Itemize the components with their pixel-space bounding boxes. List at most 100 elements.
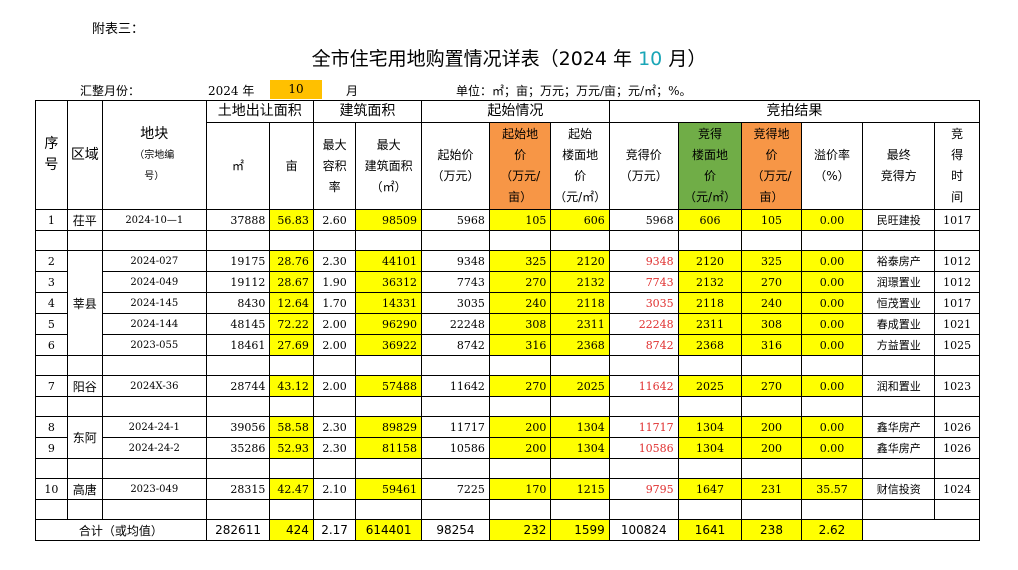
premium-cell: 0.00	[800, 271, 864, 293]
start-cell: 7743	[421, 271, 490, 293]
sqm-cell: 19175	[205, 250, 271, 272]
build-cell: 98509	[355, 209, 423, 231]
seq-cell: 5	[35, 313, 68, 335]
total-build: 614401	[355, 519, 423, 541]
time-cell: 1021	[934, 313, 980, 335]
empty-cell	[35, 396, 68, 417]
empty-cell	[269, 355, 314, 376]
empty-cell	[66, 458, 103, 479]
build-cell: 81158	[355, 437, 423, 459]
seq-cell: 8	[35, 416, 68, 438]
empty-cell	[862, 519, 980, 541]
empty-cell	[677, 458, 743, 479]
win-land-cell: 105	[741, 209, 802, 231]
start-cell: 9348	[421, 250, 490, 272]
time-cell: 1025	[934, 334, 980, 356]
empty-cell	[205, 396, 271, 417]
time-cell: 1012	[934, 271, 980, 293]
start-floor-cell: 2311	[550, 313, 610, 335]
empty-cell	[66, 396, 103, 417]
header-time: 竞得时间	[934, 122, 980, 210]
win-cell: 9348	[608, 250, 679, 272]
far-cell: 2.60	[312, 209, 357, 231]
empty-cell	[677, 355, 743, 376]
parcel-code-cell: 2023-049	[101, 478, 207, 500]
empty-cell	[934, 230, 980, 251]
sqm-cell: 39056	[205, 416, 271, 438]
empty-cell	[741, 396, 802, 417]
win-land-cell: 270	[741, 271, 802, 293]
empty-cell	[205, 230, 271, 251]
spacer-row	[35, 499, 980, 520]
winner-cell: 鑫华房产	[862, 416, 936, 438]
header-win-floor-price: 竞得 楼面地价（元/㎡）	[677, 122, 743, 210]
spacer-row	[35, 396, 980, 417]
header-start-price: 起始价 （万元）	[421, 122, 490, 210]
win-floor-cell: 606	[677, 209, 743, 231]
premium-cell: 0.00	[800, 437, 864, 459]
premium-cell: 0.00	[800, 375, 864, 397]
table-row: 9 2024-24-2 35286 52.93 2.30 81158 10586 200 130…	[35, 437, 980, 459]
total-far: 2.17	[312, 519, 357, 541]
win-land-cell: 270	[741, 375, 802, 397]
empty-cell	[355, 355, 423, 376]
total-start: 98254	[421, 519, 490, 541]
winner-cell: 润和置业	[862, 375, 936, 397]
empty-cell	[608, 230, 679, 251]
empty-cell	[488, 499, 552, 520]
win-cell: 10586	[608, 437, 679, 459]
empty-cell	[800, 396, 864, 417]
title-month: 10	[638, 48, 663, 70]
empty-cell	[312, 230, 357, 251]
empty-cell	[741, 458, 802, 479]
empty-cell	[66, 499, 103, 520]
start-land-cell: 105	[488, 209, 552, 231]
header-max-far: 最大 容积率	[312, 122, 357, 210]
header-land-area: 土地出让面积	[205, 100, 314, 123]
win-cell: 7743	[608, 271, 679, 293]
win-cell: 11642	[608, 375, 679, 397]
empty-cell	[741, 355, 802, 376]
header-win-price: 竞得价 （万元）	[608, 122, 679, 210]
empty-cell	[312, 458, 357, 479]
start-cell: 11717	[421, 416, 490, 438]
mu-cell: 52.93	[269, 437, 314, 459]
winner-cell: 春成置业	[862, 313, 936, 335]
win-floor-cell: 2368	[677, 334, 743, 356]
winner-cell: 方益置业	[862, 334, 936, 356]
empty-cell	[66, 230, 103, 251]
title-suffix: 月）	[662, 48, 707, 70]
empty-cell	[488, 230, 552, 251]
spacer-row	[35, 230, 980, 251]
parcel-code-cell: 2024-145	[101, 292, 207, 314]
start-floor-cell: 2132	[550, 271, 610, 293]
total-win: 100824	[608, 519, 679, 541]
empty-cell	[862, 230, 936, 251]
table-row: 7 阳谷 2024X-36 28744 43.12 2.00 57488 11642 270 20…	[35, 375, 980, 397]
empty-cell	[800, 458, 864, 479]
empty-cell	[550, 355, 610, 376]
empty-cell	[205, 458, 271, 479]
parcel-code-cell: 2024X-36	[101, 375, 207, 397]
start-floor-cell: 2368	[550, 334, 610, 356]
far-cell: 2.10	[312, 478, 357, 500]
winner-cell: 民旺建投	[862, 209, 936, 231]
summary-month-unit: 月	[346, 84, 359, 98]
empty-cell	[677, 230, 743, 251]
total-start-floor: 1599	[550, 519, 610, 541]
empty-cell	[800, 355, 864, 376]
empty-cell	[608, 396, 679, 417]
table-row: 2 莘县 2024-027 19175 28.76 2.30 44101 9348 325 212…	[35, 250, 980, 356]
parcel-code-cell: 2024-049	[101, 271, 207, 293]
mu-cell: 58.58	[269, 416, 314, 438]
start-floor-cell: 1215	[550, 478, 610, 500]
start-cell: 11642	[421, 375, 490, 397]
header-land-sqm: ㎡	[205, 122, 271, 210]
win-floor-cell: 1647	[677, 478, 743, 500]
header-seq: 序号	[35, 100, 68, 210]
empty-cell	[66, 355, 103, 376]
time-cell: 1026	[934, 437, 980, 459]
far-cell: 1.70	[312, 292, 357, 314]
header-start-floor-price: 起始 楼面地价（元/㎡）	[550, 122, 610, 210]
parcel-code-cell: 2024-24-2	[101, 437, 207, 459]
